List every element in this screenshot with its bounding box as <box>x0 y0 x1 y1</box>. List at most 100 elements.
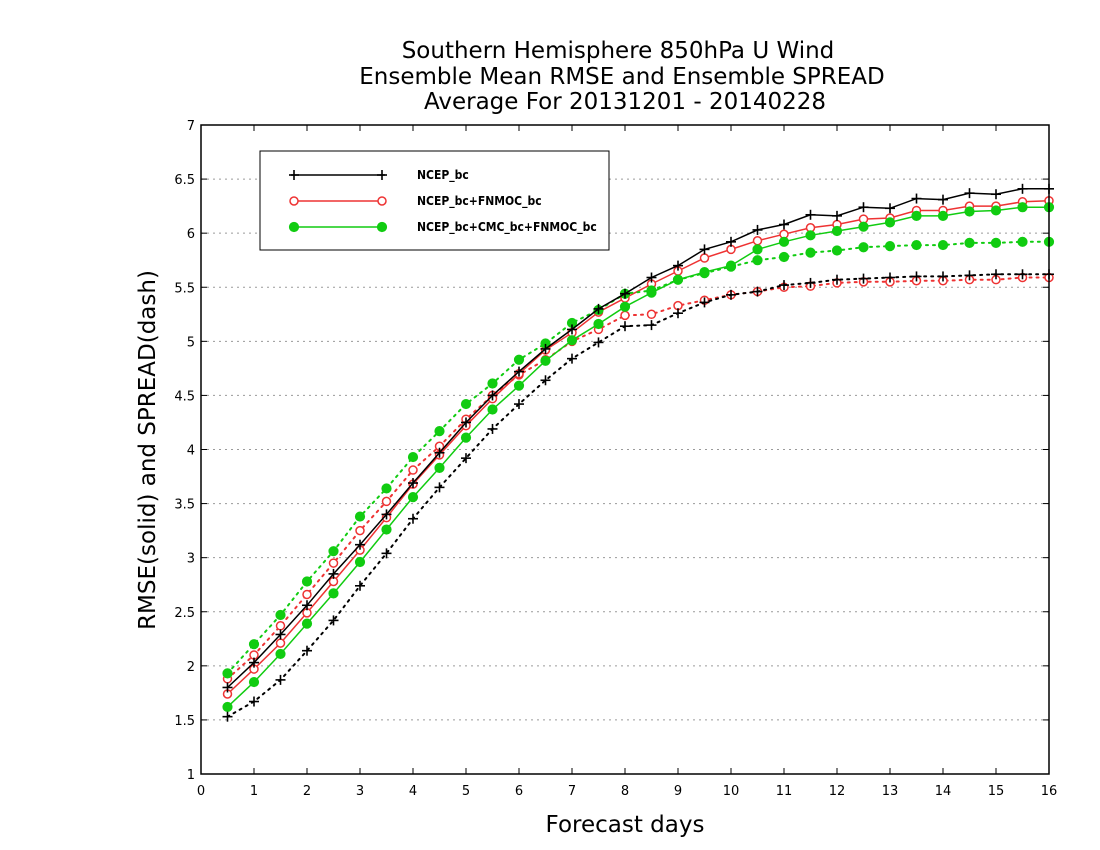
y-tick-label: 3 <box>187 552 195 567</box>
series-0-rmse-point <box>434 447 445 458</box>
series-0-spread-point <box>328 615 339 626</box>
x-tick-label: 7 <box>568 784 576 799</box>
series-0-spread <box>222 269 1054 722</box>
series-2-rmse-point <box>964 206 975 217</box>
series-0-spread-point <box>964 270 975 281</box>
series-0-spread-point <box>302 645 312 656</box>
series-2-rmse-point <box>487 404 498 415</box>
series-0-spread-point <box>620 321 630 332</box>
series-0-spread-point <box>408 513 418 524</box>
series-0-spread-point <box>567 353 577 364</box>
series-2-rmse-point <box>301 618 313 629</box>
series-0-spread-point <box>938 271 948 282</box>
series-2-spread-point <box>222 668 233 679</box>
series-2-rmse-point <box>566 335 578 346</box>
series-2-rmse-point <box>884 217 896 228</box>
series-0-rmse-point <box>593 303 604 314</box>
x-tick-label: 4 <box>409 784 417 799</box>
series-2-rmse-point <box>672 274 684 285</box>
x-tick-label: 13 <box>882 784 899 799</box>
x-tick-label: 11 <box>776 784 793 799</box>
series-2-rmse-point <box>407 491 419 503</box>
legend-marker <box>289 196 299 206</box>
series-0-spread-point <box>593 337 604 348</box>
series-1-spread-point <box>328 558 339 568</box>
series-2-spread <box>222 236 1055 679</box>
x-tick-label: 14 <box>935 784 952 799</box>
series-0-rmse-point <box>779 219 789 230</box>
x-tick-label: 8 <box>621 784 629 799</box>
legend-marker <box>377 196 387 206</box>
series-2-spread-point <box>328 546 339 557</box>
series-2-rmse-point <box>513 380 525 391</box>
series-0-rmse-point <box>832 210 842 221</box>
series-2-rmse-line <box>226 206 1049 708</box>
series-1-rmse-point <box>752 235 763 246</box>
series-0-rmse-point <box>726 236 736 247</box>
plot-frame <box>200 124 1050 775</box>
series-1-spread-point <box>302 589 312 600</box>
y-tick-label: 6.5 <box>174 173 195 188</box>
x-tick-label: 16 <box>1041 784 1058 799</box>
series-2-rmse-point <box>646 287 657 298</box>
series-2-rmse-point <box>752 244 763 255</box>
chart-title-line-1: Southern Hemisphere 850hPa U Wind <box>402 38 835 64</box>
y-tick-label: 4.5 <box>174 389 195 404</box>
y-tick-label: 2 <box>187 660 195 675</box>
series-0-spread-point <box>222 711 233 722</box>
y-tick-label: 6 <box>187 227 195 242</box>
series-0-spread-point <box>381 548 392 559</box>
x-axis-label: Forecast days <box>546 812 705 838</box>
legend-marker <box>376 221 388 233</box>
series-0-rmse-point <box>699 244 710 255</box>
series-0-rmse-point <box>540 343 551 354</box>
series-2-spread-point <box>990 237 1002 249</box>
series-2-rmse-point <box>593 318 604 330</box>
axis-ticks: 11.522.533.544.555.566.570 1 2 3 4 5 6 7 8 9 10 11 1… <box>174 119 1057 799</box>
legend-marker <box>289 170 299 180</box>
series-2-rmse-point <box>275 648 286 660</box>
series-0-spread-line <box>226 273 1050 718</box>
x-tick-label: 5 <box>462 784 470 799</box>
series-2-rmse-point <box>831 225 843 237</box>
gridlines <box>201 178 1049 721</box>
series-0-rmse-point <box>302 600 312 611</box>
y-tick-label: 2.5 <box>174 606 195 621</box>
series-0-rmse-point <box>355 539 365 550</box>
series-2-spread-point <box>248 639 260 650</box>
series-0-rmse-point <box>487 390 498 401</box>
legend-marker <box>288 221 300 233</box>
series-2-rmse-point <box>434 462 445 473</box>
series-0-spread-point <box>858 273 869 284</box>
x-tick-label: 0 <box>197 784 205 799</box>
series-2-rmse-point <box>858 221 869 232</box>
series-2-spread-point <box>301 576 313 587</box>
series-0-spread-point <box>673 308 683 319</box>
series-0-rmse-point <box>752 224 763 235</box>
y-tick-label: 1.5 <box>174 714 195 729</box>
series-0-spread-point <box>726 289 736 300</box>
series-0-spread-point <box>355 580 365 591</box>
series-0-spread-point <box>885 272 895 283</box>
series-0-spread-point <box>752 286 763 297</box>
series-2-spread-point <box>884 241 896 252</box>
series-0-rmse-point <box>222 682 233 693</box>
series-0-rmse-point <box>408 478 418 489</box>
x-tick-label: 1 <box>250 784 258 799</box>
series-layer <box>222 183 1055 722</box>
x-tick-label: 6 <box>515 784 523 799</box>
series-0-rmse-point <box>911 193 922 204</box>
series-2-spread-point <box>937 239 949 251</box>
series-0-spread-point <box>991 269 1001 280</box>
chart-title-line-3: Average For 20131201 - 20140228 <box>424 89 826 115</box>
series-0-rmse <box>222 183 1054 693</box>
series-0-spread-point <box>699 297 710 308</box>
series-0-rmse-point <box>646 272 657 283</box>
series-0-rmse-point <box>514 366 524 377</box>
series-1-spread-line <box>226 276 1050 680</box>
chart-title-line-2: Ensemble Mean RMSE and Ensemble SPREAD <box>359 64 884 90</box>
series-1-spread-point <box>275 621 286 631</box>
y-tick-label: 4 <box>187 444 195 459</box>
series-2-spread-point <box>487 378 498 389</box>
series-0-rmse-point <box>885 203 895 214</box>
